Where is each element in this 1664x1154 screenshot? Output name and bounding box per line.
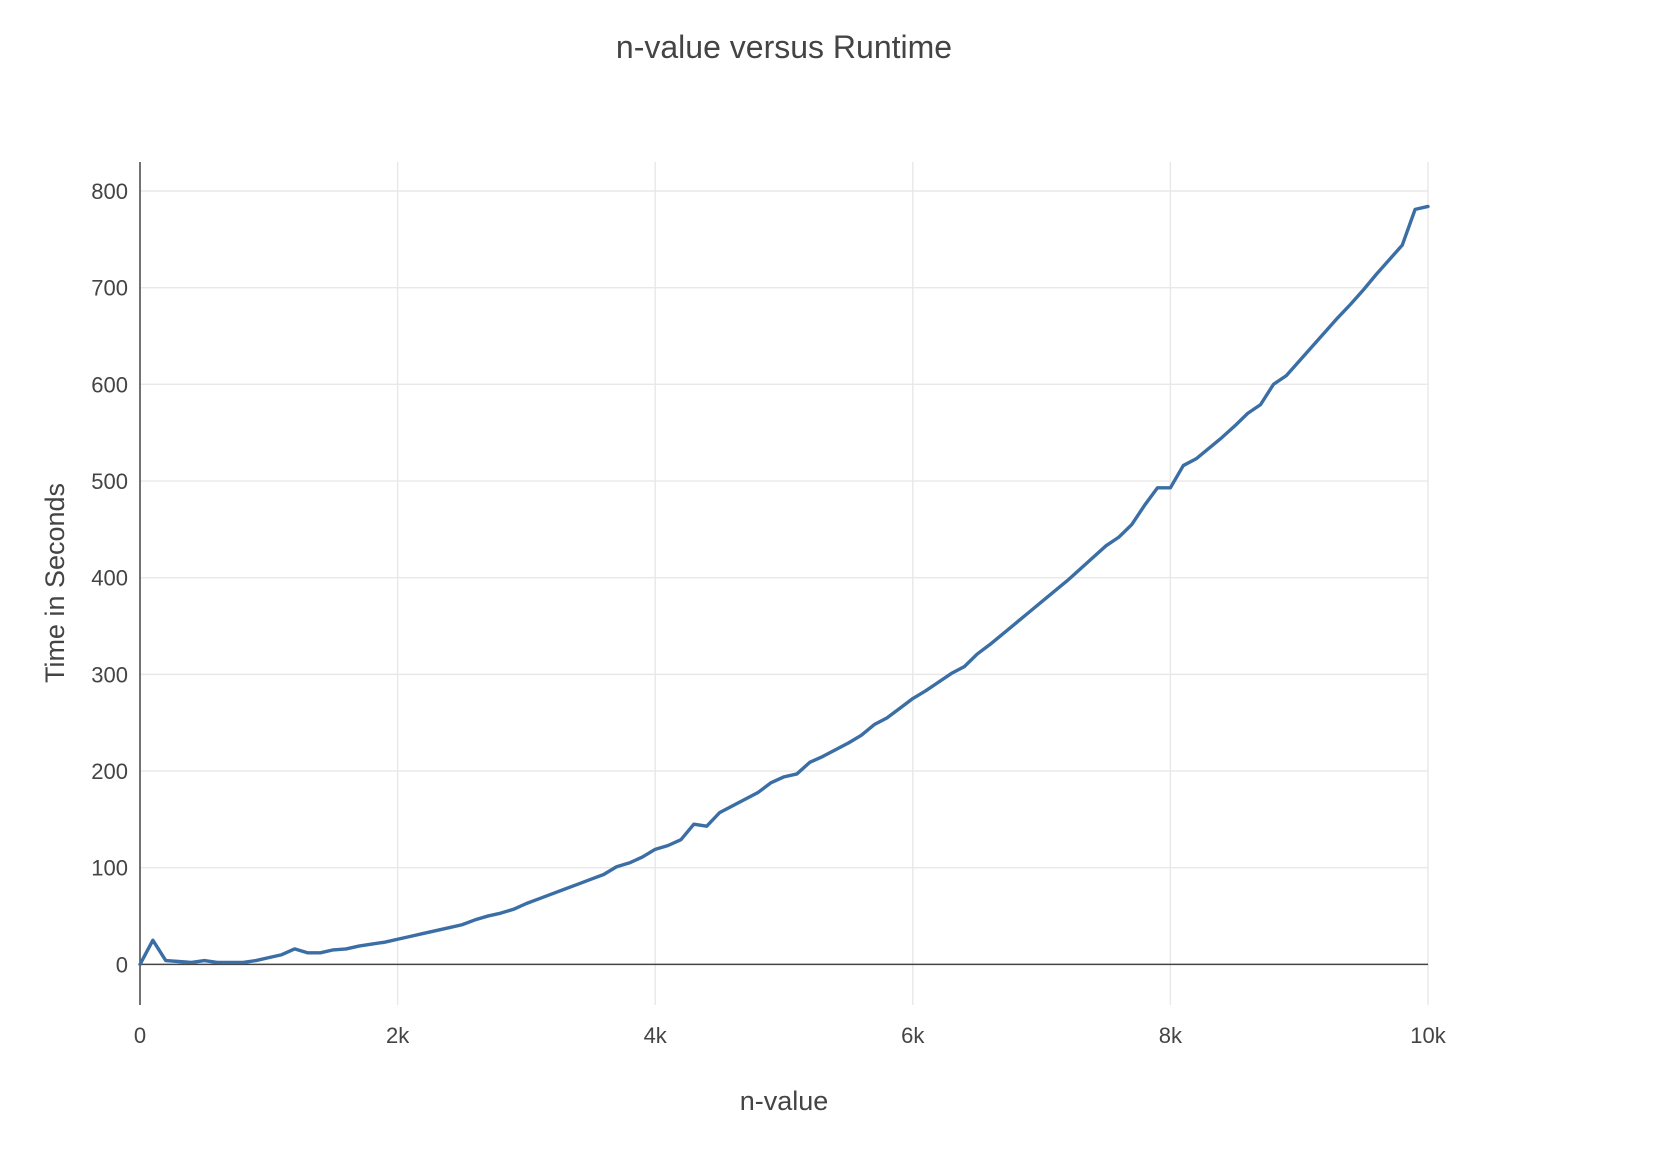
y-tick-label: 800 bbox=[91, 179, 128, 204]
y-tick-label: 400 bbox=[91, 566, 128, 591]
y-tick-label: 600 bbox=[91, 372, 128, 397]
series-line bbox=[138, 204, 1430, 967]
x-tick-label: 2k bbox=[386, 1023, 410, 1048]
grid-lines bbox=[140, 162, 1429, 1005]
x-tick-label: 8k bbox=[1159, 1023, 1183, 1048]
x-tick-label: 6k bbox=[901, 1023, 925, 1048]
series-layer bbox=[138, 204, 1430, 967]
x-tick-label: 0 bbox=[134, 1023, 146, 1048]
y-axis-title: Time in Seconds bbox=[40, 483, 70, 683]
x-tick-label: 4k bbox=[644, 1023, 668, 1048]
y-tick-label: 0 bbox=[116, 952, 128, 977]
y-tick-label: 200 bbox=[91, 759, 128, 784]
y-tick-label: 500 bbox=[91, 469, 128, 494]
axes bbox=[139, 162, 1428, 1005]
x-tick-label: 10k bbox=[1410, 1023, 1446, 1048]
tick-labels: 0 2k 4k 6k 8k 10k 0 100 200 300 400 500 600 700 800 bbox=[91, 179, 1446, 1048]
y-tick-label: 100 bbox=[91, 856, 128, 881]
y-tick-label: 300 bbox=[91, 662, 128, 687]
y-tick-label: 700 bbox=[91, 276, 128, 301]
chart-title: n-value versus Runtime bbox=[616, 29, 952, 65]
x-axis-title: n-value bbox=[740, 1086, 829, 1116]
